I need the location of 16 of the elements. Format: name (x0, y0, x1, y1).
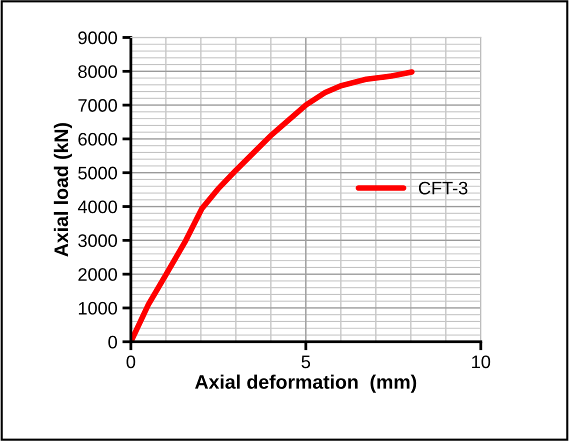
y-tick-label: 0 (108, 336, 117, 348)
y-tick-label: 1000 (78, 302, 117, 315)
x-tick-label: 10 (472, 355, 490, 368)
y-tick-label: 3000 (78, 234, 117, 248)
y-tick-label: 4000 (78, 200, 117, 214)
x-axis-title: Axial deformation (mm) (195, 374, 416, 393)
x-tick-label: 5 (302, 356, 310, 368)
legend-label: CFT-3 (418, 182, 468, 194)
y-tick-label: 8000 (78, 65, 117, 78)
x-tick-label: 0 (126, 355, 136, 368)
y-tick-label: 9000 (78, 31, 117, 44)
y-axis-title: Axial load (kN) (54, 123, 72, 257)
y-tick-label: 7000 (78, 99, 117, 112)
y-tick-label: 5000 (78, 166, 117, 180)
y-tick-label: 6000 (78, 132, 117, 146)
y-tick-label: 2000 (78, 268, 117, 281)
